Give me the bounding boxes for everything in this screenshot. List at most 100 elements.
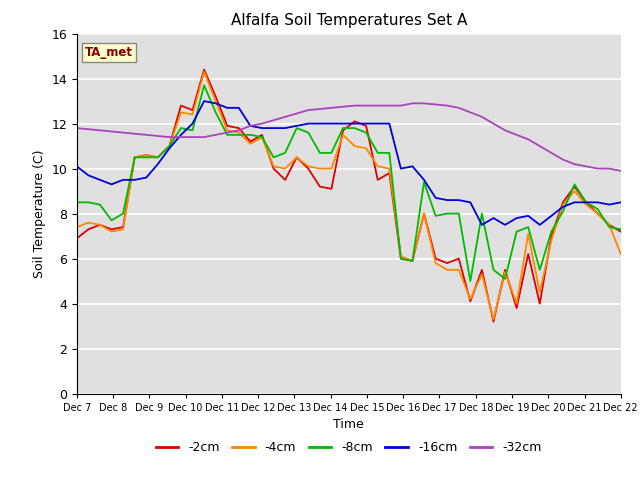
-16cm: [282, 125, 289, 131]
-8cm: [501, 276, 509, 282]
-2cm: [177, 103, 185, 108]
-16cm: [143, 175, 150, 180]
-16cm: [189, 120, 196, 126]
-2cm: [374, 177, 381, 183]
X-axis label: Time: Time: [333, 418, 364, 431]
-16cm: [524, 213, 532, 219]
-8cm: [513, 228, 520, 234]
-4cm: [96, 222, 104, 228]
-32cm: [258, 120, 266, 126]
-2cm: [293, 155, 301, 160]
-16cm: [131, 177, 138, 183]
-16cm: [84, 172, 92, 178]
-16cm: [212, 100, 220, 106]
-8cm: [246, 132, 254, 138]
-8cm: [131, 155, 138, 160]
-16cm: [547, 213, 555, 219]
-2cm: [108, 227, 115, 232]
-16cm: [455, 197, 463, 203]
-4cm: [282, 166, 289, 171]
-32cm: [467, 109, 474, 115]
-16cm: [108, 181, 115, 187]
-16cm: [269, 125, 277, 131]
-4cm: [420, 211, 428, 216]
Line: -8cm: -8cm: [77, 85, 621, 281]
-4cm: [166, 143, 173, 149]
-4cm: [73, 224, 81, 230]
-4cm: [339, 132, 347, 138]
-4cm: [235, 130, 243, 135]
-16cm: [339, 120, 347, 126]
-32cm: [246, 123, 254, 129]
-8cm: [223, 132, 231, 138]
Text: TA_met: TA_met: [85, 46, 133, 59]
-16cm: [362, 120, 370, 126]
-2cm: [432, 256, 440, 262]
-4cm: [305, 164, 312, 169]
-16cm: [305, 120, 312, 126]
-2cm: [594, 211, 602, 216]
-2cm: [96, 222, 104, 228]
-4cm: [432, 260, 440, 266]
-4cm: [328, 166, 335, 171]
-8cm: [96, 202, 104, 207]
-32cm: [374, 103, 381, 108]
-4cm: [455, 267, 463, 273]
-2cm: [200, 67, 208, 72]
-32cm: [478, 114, 486, 120]
-2cm: [269, 166, 277, 171]
-32cm: [362, 103, 370, 108]
-4cm: [374, 164, 381, 169]
-2cm: [571, 184, 579, 190]
-2cm: [351, 119, 358, 124]
-8cm: [432, 213, 440, 219]
-16cm: [513, 215, 520, 221]
-16cm: [235, 105, 243, 111]
-4cm: [154, 155, 162, 160]
-8cm: [605, 224, 613, 230]
-8cm: [351, 125, 358, 131]
-32cm: [282, 114, 289, 120]
-4cm: [212, 98, 220, 104]
-2cm: [154, 155, 162, 160]
-16cm: [154, 161, 162, 167]
-2cm: [143, 152, 150, 158]
-4cm: [547, 238, 555, 243]
-4cm: [490, 316, 497, 322]
-2cm: [444, 260, 451, 266]
-8cm: [200, 83, 208, 88]
-32cm: [154, 133, 162, 139]
-2cm: [490, 319, 497, 324]
-2cm: [84, 227, 92, 232]
-8cm: [385, 150, 393, 156]
-2cm: [305, 166, 312, 171]
Line: -32cm: -32cm: [77, 103, 621, 171]
-4cm: [408, 258, 416, 264]
-8cm: [269, 155, 277, 160]
-2cm: [246, 139, 254, 144]
-8cm: [444, 211, 451, 216]
-4cm: [536, 289, 543, 295]
-16cm: [73, 164, 81, 169]
-8cm: [328, 150, 335, 156]
-32cm: [108, 129, 115, 134]
-8cm: [143, 155, 150, 160]
-8cm: [617, 227, 625, 232]
-4cm: [385, 166, 393, 171]
-8cm: [212, 109, 220, 115]
-2cm: [189, 107, 196, 113]
-2cm: [513, 305, 520, 311]
-16cm: [258, 125, 266, 131]
-8cm: [293, 125, 301, 131]
-2cm: [524, 251, 532, 257]
-32cm: [328, 105, 335, 111]
-8cm: [559, 208, 567, 214]
-8cm: [119, 211, 127, 216]
-16cm: [605, 202, 613, 207]
-4cm: [269, 164, 277, 169]
-4cm: [605, 222, 613, 228]
-16cm: [223, 105, 231, 111]
-32cm: [293, 110, 301, 116]
-16cm: [397, 166, 404, 171]
-8cm: [594, 206, 602, 212]
